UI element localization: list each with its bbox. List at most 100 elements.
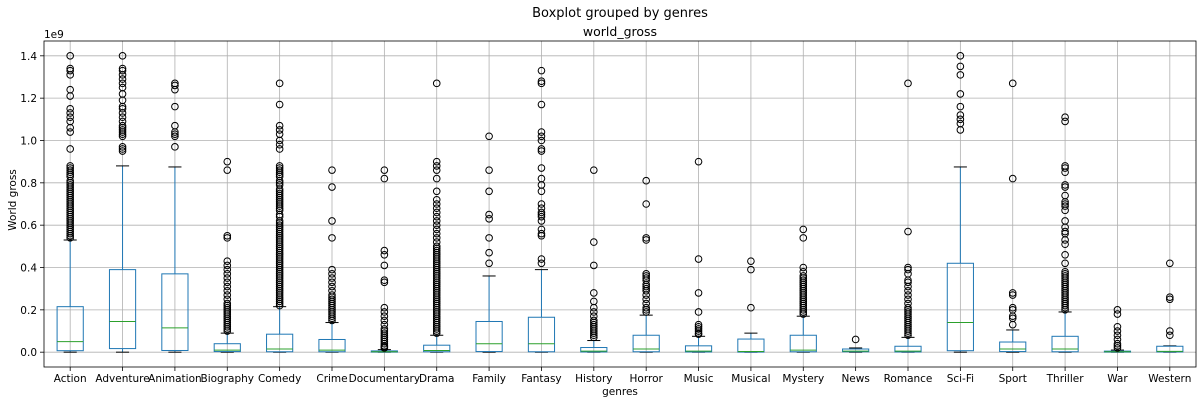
outlier-point (537, 145, 546, 153)
iqr-box (161, 273, 189, 351)
outlier-point (537, 229, 546, 238)
x-tick-label: Horror (630, 373, 664, 385)
outlier-point (223, 261, 232, 270)
outlier-point (328, 312, 336, 320)
outlier-point (171, 81, 179, 90)
outlier-point (66, 104, 74, 113)
outlier-point (485, 259, 493, 268)
box-history (580, 166, 608, 353)
outlier-point (1113, 306, 1122, 314)
outlier-point (223, 291, 232, 299)
box-family (475, 132, 503, 353)
outlier-point (747, 303, 755, 312)
outlier-point (694, 157, 703, 166)
outlier-point (956, 111, 965, 119)
outlier-point (642, 282, 650, 291)
outlier-point (904, 295, 912, 304)
outlier-point (328, 282, 336, 291)
outlier-point (171, 102, 179, 111)
outlier-point (642, 286, 650, 295)
outlier-point (1008, 303, 1017, 312)
iqr-box (266, 333, 294, 353)
outlier-point (171, 143, 179, 151)
outlier-point (590, 261, 598, 270)
iqr-box (1156, 345, 1184, 353)
y-tick-label: 0.4 (20, 263, 37, 275)
x-tick-label: Musical (731, 373, 770, 385)
outlier-point (118, 130, 127, 138)
outlier-point (275, 140, 284, 149)
outlier-point (432, 204, 441, 213)
y-tick-label: 0.8 (20, 178, 37, 190)
outlier-point (223, 257, 232, 265)
outlier-point (799, 306, 808, 314)
x-tick-label: Mystery (782, 373, 824, 385)
outlier-point (904, 265, 912, 274)
outlier-point (956, 102, 965, 111)
outlier-point (590, 329, 598, 337)
outlier-point (118, 109, 127, 117)
outlier-point (275, 79, 284, 88)
outlier-point (328, 234, 336, 242)
x-axis-label: genres (602, 386, 638, 398)
outlier-point (537, 255, 546, 263)
outlier-point (956, 90, 965, 98)
outlier-point (432, 157, 441, 166)
x-tick-label: History (575, 373, 612, 385)
outlier-point (432, 217, 441, 225)
outlier-point (275, 176, 284, 185)
y-tick-label: 1.0 (20, 135, 37, 147)
outlier-point (956, 71, 965, 79)
outlier-point (537, 128, 546, 136)
box-news (842, 335, 870, 353)
outlier-point (275, 100, 284, 109)
outlier-point (642, 295, 650, 304)
outlier-point (747, 257, 755, 265)
outlier-point (537, 100, 546, 109)
outlier-point (747, 265, 755, 274)
outlier-point (275, 297, 284, 306)
iqr-box (423, 344, 451, 353)
outlier-point (799, 308, 808, 316)
outlier-point (1008, 312, 1017, 320)
outlier-point (1061, 117, 1069, 126)
outlier-point (328, 316, 336, 325)
outlier-point (1113, 342, 1122, 350)
outlier-point (432, 174, 441, 183)
x-tick-label: Crime (316, 373, 347, 385)
box-western (1156, 259, 1184, 353)
outlier-point (1166, 331, 1174, 340)
outlier-point (904, 327, 912, 335)
outlier-point (694, 327, 703, 335)
x-tick-label: Western (1148, 373, 1191, 385)
plot-frame (43, 40, 1197, 368)
x-tick-label: Animation (148, 373, 202, 385)
outlier-point (171, 85, 179, 94)
outlier-point (380, 166, 389, 174)
outlier-point (328, 217, 336, 225)
y-axis-label: World gross (7, 169, 19, 231)
outlier-point (1008, 291, 1017, 299)
outlier-point (275, 145, 284, 153)
outlier-point (380, 303, 389, 312)
outlier-point (66, 113, 74, 122)
outlier-point (432, 162, 441, 170)
outlier-point (642, 272, 650, 280)
outlier-point (223, 325, 232, 333)
outlier-point (956, 126, 965, 134)
outlier-point (223, 286, 232, 295)
chart-title: world_gross (583, 24, 657, 39)
box-drama (423, 79, 451, 353)
outlier-point (1061, 301, 1069, 310)
outlier-point (171, 130, 179, 138)
outlier-point (118, 143, 127, 151)
outlier-point (1113, 327, 1122, 335)
x-tick-label: News (841, 373, 869, 385)
x-tick-label: Action (54, 373, 87, 385)
outlier-point (1061, 202, 1069, 210)
outlier-point (432, 325, 441, 333)
iqr-box (632, 334, 660, 353)
outlier-point (66, 231, 74, 240)
